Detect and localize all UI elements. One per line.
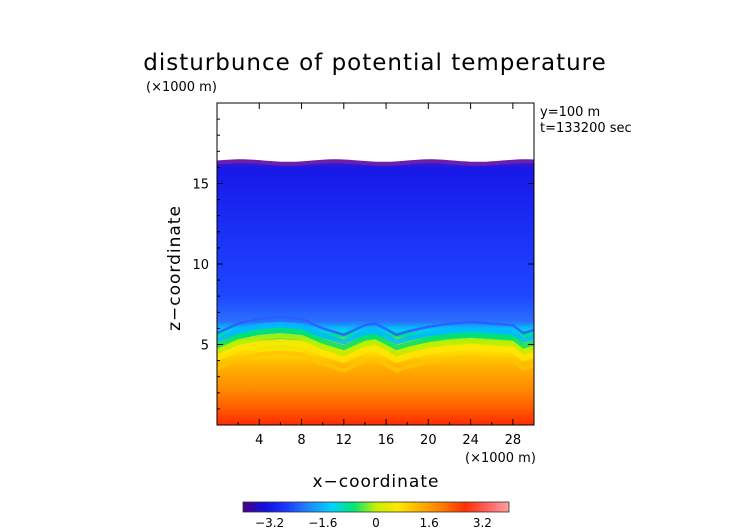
y-axis-ticks: 5 10 15	[192, 118, 534, 410]
colorbar-tick-label: 0	[372, 516, 380, 530]
contour-band-4	[217, 339, 534, 364]
y-axis-label: z−coordinate	[165, 205, 185, 331]
x-unit-note: (×1000 m)	[465, 451, 536, 466]
x-axis-ticks: 4 8 12 16 20 24 28	[237, 103, 522, 448]
x-tick-label: 24	[462, 433, 479, 448]
colorbar-tick-label: 3.2	[473, 516, 492, 530]
plot-field	[217, 159, 534, 425]
x-tick-label: 28	[505, 433, 522, 448]
y-tick-label: 5	[201, 339, 209, 354]
colorbar-tick-label: −3.2	[255, 516, 284, 530]
y-unit-note: (×1000 m)	[146, 80, 217, 95]
temperature-field	[217, 161, 534, 425]
contour-lines	[217, 315, 534, 373]
x-tick-label: 16	[378, 433, 395, 448]
chart-title: disturbunce of potential temperature	[143, 50, 607, 76]
contour-band-2	[217, 327, 534, 351]
y-tick-label: 10	[192, 258, 209, 273]
y-tick-label: 15	[192, 178, 209, 193]
contour-band-5	[217, 350, 534, 373]
colorbar-tick-label: −1.6	[308, 516, 337, 530]
colorbar	[242, 501, 510, 513]
annotation-y: y=100 m	[540, 105, 600, 120]
contour-band-3	[217, 333, 534, 357]
colorbar-ticks: −3.2 −1.6 0 1.6 3.2	[255, 516, 492, 530]
x-tick-label: 12	[336, 433, 353, 448]
x-tick-label: 8	[297, 433, 305, 448]
colorbar-tick-label: 1.6	[420, 516, 439, 530]
x-tick-label: 20	[420, 433, 437, 448]
contour-band-0	[217, 315, 534, 337]
contour-band-1	[217, 321, 534, 345]
x-tick-label: 4	[255, 433, 263, 448]
x-axis-label: x−coordinate	[313, 472, 440, 492]
annotation-time: t=133200 sec	[540, 121, 632, 136]
domain-top-edge	[217, 159, 534, 166]
